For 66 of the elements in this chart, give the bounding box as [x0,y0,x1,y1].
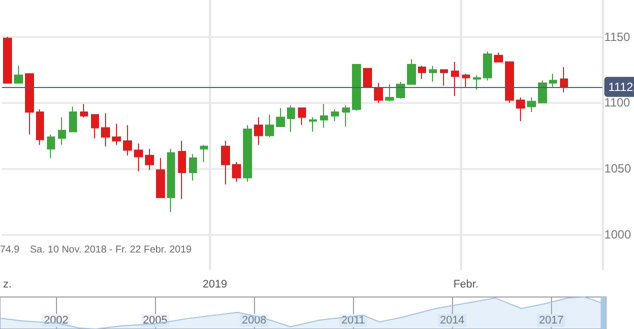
x-tick-label: 2014 [440,314,464,326]
candlestick [374,82,383,104]
candlestick [352,64,361,112]
candlestick [80,104,88,118]
candlestick [298,108,306,126]
candlestick [549,73,557,88]
candlestick [167,148,175,213]
candlestick [232,162,241,182]
x-tick-label: z. [3,278,12,290]
y-tick-label: 1000 [604,227,632,242]
candlestick [418,65,426,80]
candlestick [254,116,263,146]
candlestick [538,80,547,104]
candlestick [483,50,492,81]
candlestick [221,140,230,185]
candlestick [200,144,208,162]
candlestick [14,65,23,84]
candlestick [276,108,285,127]
candlestick [451,61,459,97]
candlestick [69,106,77,132]
candlestick [58,116,66,146]
y-tick-label: 1100 [604,96,630,110]
ref-line-label: 1112 [608,80,634,94]
annotation: Sa. 10 Nov. 2018 - Fr. 22 Febr. 2019 [30,244,192,256]
candlestick [429,65,437,82]
y-tick-label: 1150 [604,30,630,44]
candlestick [134,143,143,172]
x-tick-label: 2008 [242,314,266,326]
candlestick [331,108,339,122]
candlestick [101,112,110,147]
candlestick [47,134,55,159]
x-tick-label: 2005 [142,314,168,326]
x-tick-label: Febr. [453,278,478,290]
candlestick [516,96,525,122]
candlestick [145,148,154,170]
candlestick [3,36,12,84]
x-tick-label: 2017 [538,314,564,326]
x-tick-label: 2019 [202,278,228,290]
candlestick [112,123,121,146]
candlestick [243,124,252,182]
candlestick [265,114,274,138]
candlestick [396,81,405,100]
candlestick [462,73,470,88]
annotation: 74.9 [0,244,20,256]
candlestick [505,61,514,104]
candlestick [25,73,34,135]
candlestick [473,74,481,90]
candlestick [156,158,165,198]
candlestick [123,124,132,156]
candlestick [320,104,328,128]
candlestick [342,104,350,127]
candlestick [178,140,186,200]
candlestick [385,84,394,102]
candlestick [440,69,448,86]
candlestick [91,114,99,139]
candlestick [36,108,44,146]
candlestick [309,116,317,132]
candlestick [527,96,536,112]
candlestick [494,52,503,62]
candlestick [189,154,197,181]
x-tick-label: 2002 [44,314,68,326]
candlestick [560,66,568,93]
candlestick [287,104,295,132]
candlestick [363,68,372,88]
candlestick [407,58,416,85]
y-tick-label: 1050 [604,162,632,176]
